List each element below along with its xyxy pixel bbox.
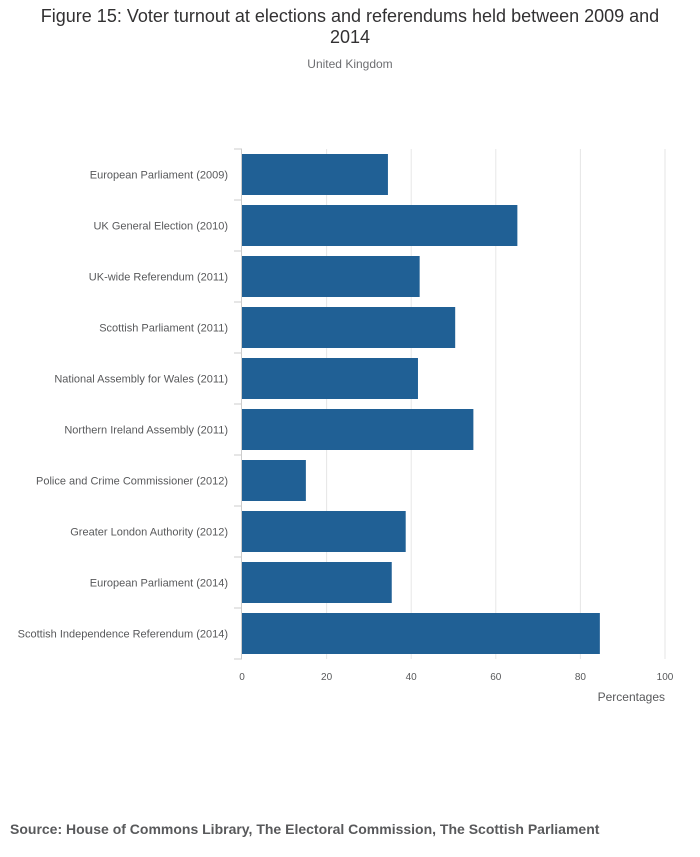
bar — [242, 511, 406, 552]
bar — [242, 154, 388, 195]
category-label: UK General Election (2010) — [93, 221, 228, 233]
category-label: European Parliament (2014) — [90, 578, 228, 590]
category-label: Greater London Authority (2012) — [70, 527, 228, 539]
bar — [242, 562, 392, 603]
category-label: Police and Crime Commissioner (2012) — [36, 476, 228, 488]
source-note: Source: House of Commons Library, The El… — [10, 821, 600, 837]
bar-chart: European Parliament (2009) UK General Ele… — [18, 148, 674, 704]
x-tick-label: 100 — [657, 672, 674, 683]
bar — [242, 613, 600, 654]
category-label: Scottish Parliament (2011) — [99, 323, 228, 335]
chart-title: Figure 15: Voter turnout at elections an… — [40, 6, 660, 47]
bar — [242, 205, 518, 246]
bar — [242, 256, 420, 297]
category-label: National Assembly for Wales (2011) — [54, 374, 228, 386]
x-axis-title: Percentages — [598, 690, 665, 704]
x-tick-label: 0 — [239, 672, 245, 683]
bar — [242, 307, 456, 348]
x-tick-label: 80 — [575, 672, 587, 683]
chart-subtitle: United Kingdom — [307, 57, 393, 71]
category-label: European Parliament (2009) — [90, 170, 228, 182]
x-tick-label: 20 — [321, 672, 333, 683]
category-label: Scottish Independence Referendum (2014) — [18, 629, 228, 641]
bar — [242, 409, 474, 450]
x-tick-label: 60 — [490, 672, 502, 683]
category-label: UK-wide Referendum (2011) — [89, 272, 228, 284]
x-tick-label: 40 — [406, 672, 418, 683]
bar — [242, 358, 418, 399]
category-label: Northern Ireland Assembly (2011) — [64, 425, 228, 437]
bar — [242, 460, 306, 501]
